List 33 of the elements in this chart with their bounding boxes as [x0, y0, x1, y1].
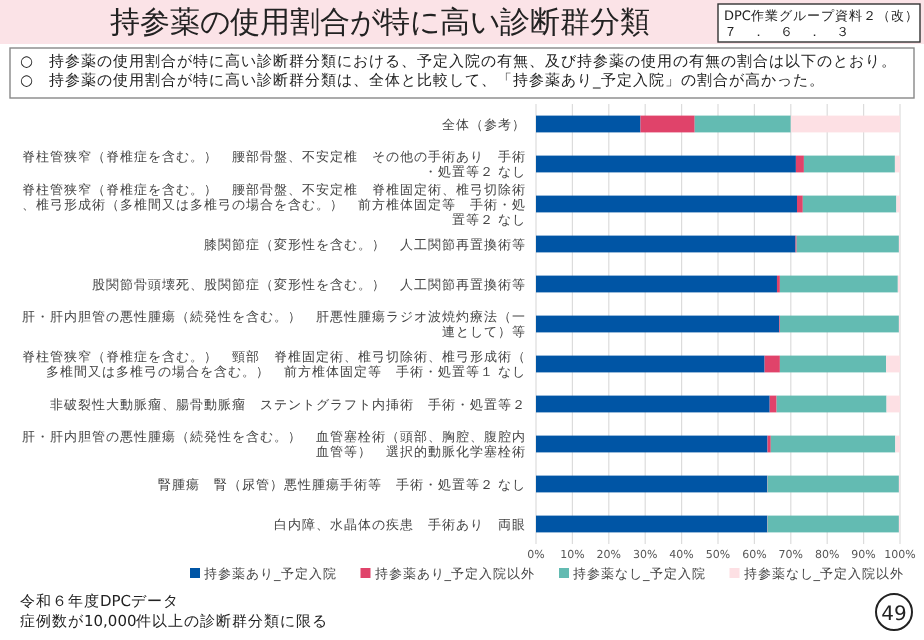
bar — [802, 195, 897, 213]
bar — [886, 355, 900, 373]
bar — [536, 515, 768, 533]
bar — [536, 155, 796, 173]
bar — [767, 475, 899, 493]
bar — [767, 515, 899, 533]
bar — [886, 395, 900, 413]
bar — [764, 355, 780, 373]
bar — [640, 115, 695, 133]
bar — [536, 275, 777, 293]
bar — [536, 435, 768, 453]
bar — [536, 475, 768, 493]
bar — [779, 315, 899, 333]
text: 49 — [881, 604, 907, 626]
bar — [796, 235, 899, 253]
bar — [803, 155, 895, 173]
bar — [536, 395, 770, 413]
chart-title: 持参薬の使用割合が特に高い診断群分類 — [110, 4, 650, 40]
bar — [796, 195, 803, 213]
bar — [795, 155, 804, 173]
bar — [894, 155, 900, 173]
bar — [779, 355, 887, 373]
bar — [536, 115, 641, 133]
bar — [536, 195, 797, 213]
bar — [779, 275, 898, 293]
bar — [776, 395, 887, 413]
bar — [536, 315, 780, 333]
bar — [536, 355, 765, 373]
bar — [536, 235, 796, 253]
bar — [694, 115, 791, 133]
bar — [769, 395, 777, 413]
bar — [790, 115, 900, 133]
bar — [770, 435, 896, 453]
